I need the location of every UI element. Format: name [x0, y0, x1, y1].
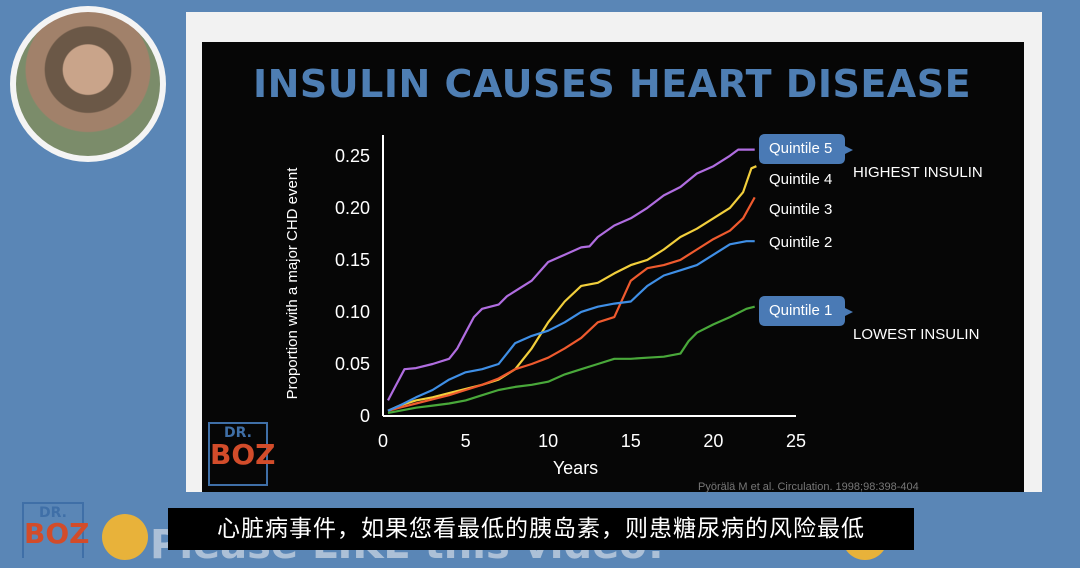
channel-logo-top: DR.: [39, 505, 67, 521]
y-tick-label: 0.25: [335, 146, 370, 166]
legend-label: Quintile 3: [769, 201, 832, 218]
x-tick-label: 0: [378, 431, 388, 451]
slide-title: INSULIN CAUSES HEART DISEASE: [252, 62, 972, 106]
legend-label: Quintile 4: [769, 171, 832, 188]
legend-label: Quintile 2: [769, 234, 832, 251]
x-tick-label: 5: [461, 431, 471, 451]
slide-logo-top: DR.: [224, 425, 252, 441]
legend-label: Quintile 1: [769, 302, 832, 319]
slide-logo: DR. BOZ: [208, 422, 275, 486]
y-tick-label: 0.05: [335, 354, 370, 374]
x-tick-label: 20: [703, 431, 723, 451]
legend-callout: [759, 296, 853, 326]
chart: 0 5 10 15 20 25 0 0.05 0.10 0.15 0.20 0.25 Years Prop…: [284, 134, 983, 493]
subtitle-caption: 心脏病事件，如果您看最低的胰岛素，则患糖尿病的风险最低: [168, 508, 914, 550]
channel-logo-bottom: BOZ: [24, 517, 90, 550]
presenter-image: [16, 12, 160, 156]
slide-logo-bottom: BOZ: [210, 438, 276, 471]
y-tick-label: 0: [360, 406, 370, 426]
thumbs-up-left-icon: [102, 514, 148, 560]
series-line-quintile-3: [387, 196, 756, 412]
x-tick-label: 15: [621, 431, 641, 451]
y-tick-label: 0.20: [335, 198, 370, 218]
y-axis-label: Proportion with a major CHD event: [284, 167, 301, 400]
y-tick-label: 0.10: [335, 302, 370, 322]
presenter-webcam: [10, 6, 166, 162]
source-citation: Pyörälä M et al. Circulation. 1998;98:39…: [698, 481, 919, 493]
series-line-quintile-5: [387, 148, 755, 401]
legend-note: HIGHEST INSULIN: [853, 164, 983, 181]
legend-note: LOWEST INSULIN: [853, 326, 979, 343]
legend-callout: [759, 134, 853, 164]
series-line-quintile-2: [387, 240, 755, 412]
channel-logo: DR. BOZ: [22, 502, 89, 558]
x-axis-label: Years: [553, 458, 598, 478]
x-tick-label: 25: [786, 431, 806, 451]
x-tick-label: 10: [538, 431, 558, 451]
y-tick-label: 0.15: [335, 250, 370, 270]
series-line-quintile-1: [387, 305, 755, 414]
series-line-quintile-4: [387, 165, 757, 412]
legend-label: Quintile 5: [769, 140, 832, 157]
